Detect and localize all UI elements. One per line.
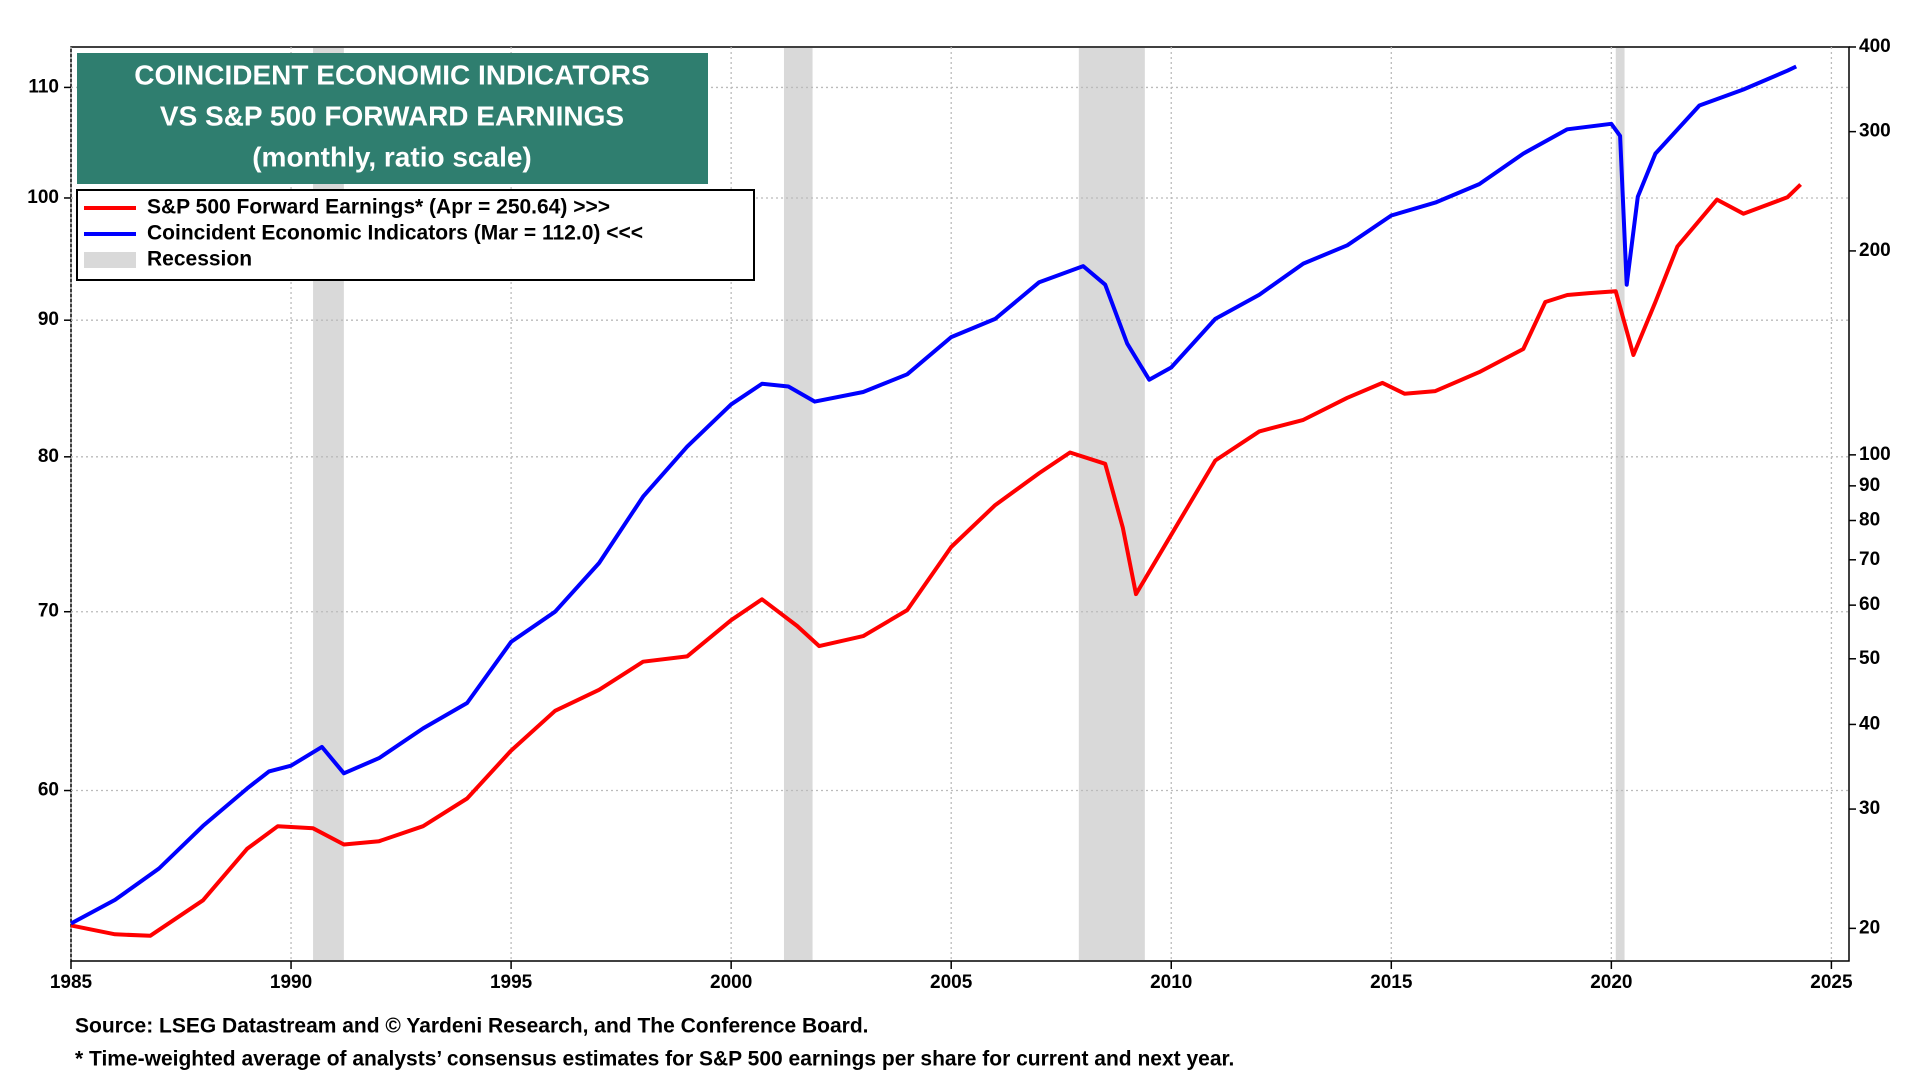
x-tick-label: 1995 bbox=[490, 972, 533, 993]
y2-tick-label: 80 bbox=[1859, 510, 1880, 531]
x-tick-label: 2015 bbox=[1370, 972, 1413, 993]
y2-tick-label: 70 bbox=[1859, 549, 1880, 570]
recession-band bbox=[783, 48, 813, 960]
legend-swatch bbox=[84, 252, 136, 268]
chart-title: VS S&P 500 FORWARD EARNINGS bbox=[160, 100, 624, 131]
y2-tick-label: 60 bbox=[1859, 594, 1880, 615]
legend: S&P 500 Forward Earnings* (Apr = 250.64)… bbox=[84, 196, 643, 271]
legend-box bbox=[76, 189, 755, 281]
y2-tick-label: 90 bbox=[1859, 475, 1880, 496]
y-tick-label: 60 bbox=[38, 780, 59, 801]
x-tick-label: 2000 bbox=[710, 972, 752, 993]
plot-area: 1985 1990 1995 2000 2005 2010 2015 2020 2025 60 70… bbox=[27, 36, 1890, 993]
chart-title: COINCIDENT ECONOMIC INDICATORS bbox=[134, 59, 649, 90]
legend-label: Coincident Economic Indicators (Mar = 11… bbox=[147, 222, 643, 245]
y2-tick-label: 20 bbox=[1859, 917, 1880, 938]
y2-tick-label: 100 bbox=[1859, 444, 1891, 465]
y-tick-label: 110 bbox=[28, 76, 59, 97]
x-tick-label: 1990 bbox=[270, 972, 312, 993]
y2-tick-label: 200 bbox=[1859, 240, 1891, 261]
x-tick-label: 2005 bbox=[930, 972, 973, 993]
recession-band bbox=[1615, 48, 1625, 960]
x-tick-label: 2025 bbox=[1810, 972, 1853, 993]
recession-band bbox=[1078, 48, 1145, 960]
series-line bbox=[70, 183, 1802, 938]
y2-tick-label: 40 bbox=[1859, 713, 1880, 734]
y2-tick-label: 400 bbox=[1859, 36, 1891, 57]
y2-tick-label: 50 bbox=[1859, 648, 1880, 669]
y-tick-label: 80 bbox=[38, 446, 59, 467]
legend-label: Recession bbox=[147, 248, 252, 271]
series-line bbox=[70, 64, 1798, 926]
y2-tick-label: 30 bbox=[1859, 798, 1880, 819]
y2-tick-label: 300 bbox=[1859, 121, 1891, 142]
y-tick-label: 70 bbox=[38, 601, 59, 622]
y-tick-label: 90 bbox=[38, 309, 59, 330]
footnote: * Time-weighted average of analysts’ con… bbox=[75, 1048, 1234, 1071]
legend-label: S&P 500 Forward Earnings* (Apr = 250.64)… bbox=[147, 196, 610, 219]
footnote: Source: LSEG Datastream and © Yardeni Re… bbox=[75, 1015, 869, 1038]
recession-band bbox=[313, 48, 344, 960]
title-box bbox=[77, 53, 708, 184]
chart-title: (monthly, ratio scale) bbox=[252, 141, 532, 172]
x-tick-label: 2020 bbox=[1590, 972, 1632, 993]
y-tick-label: 100 bbox=[27, 187, 59, 208]
x-tick-label: 2010 bbox=[1150, 972, 1192, 993]
x-tick-label: 1985 bbox=[50, 972, 93, 993]
